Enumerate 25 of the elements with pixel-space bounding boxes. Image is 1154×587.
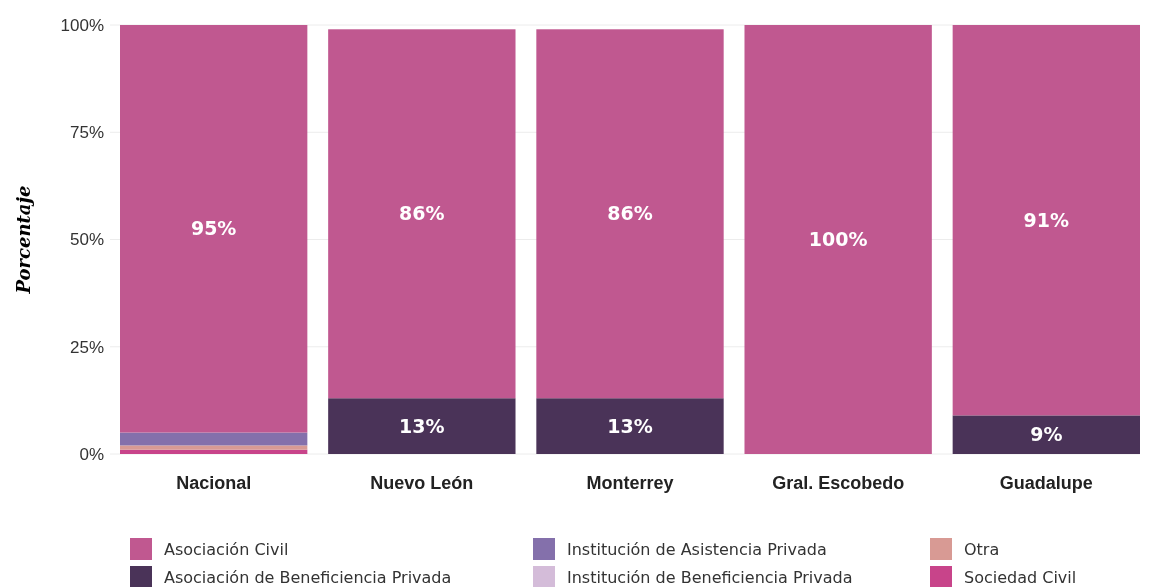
x-tick-label: Nuevo León: [370, 472, 474, 493]
y-tick-label: 25%: [69, 337, 104, 357]
x-tick-label: Nacional: [176, 472, 252, 493]
data-label: 86%: [399, 202, 445, 225]
legend-label: Institución de Asistencia Privada: [567, 539, 827, 559]
y-tick-label: 75%: [69, 123, 104, 143]
legend-label: Institución de Beneficiencia Privada: [567, 567, 853, 587]
y-tick-label: 0%: [79, 444, 104, 464]
data-label: 13%: [607, 414, 653, 437]
x-tick-label: Guadalupe: [999, 472, 1093, 493]
x-tick-label: Gral. Escobedo: [772, 472, 905, 493]
data-label: 9%: [1030, 423, 1063, 446]
legend-label: Sociedad Civil: [964, 567, 1077, 587]
data-label: 13%: [399, 414, 445, 437]
data-label: 100%: [808, 228, 868, 251]
legend-label: Asociación de Beneficiencia Privada: [164, 567, 452, 587]
data-label: 86%: [607, 202, 653, 225]
y-tick-label: 50%: [69, 230, 104, 250]
y-axis-title: Porcentaje: [13, 185, 34, 295]
legend-label: Otra: [964, 539, 1000, 559]
data-label: 95%: [190, 217, 237, 240]
legend-label: Asociación Civil: [164, 539, 289, 559]
y-tick-label: 100%: [60, 15, 104, 35]
data-label: 91%: [1023, 208, 1070, 231]
x-tick-label: Monterrey: [586, 472, 674, 493]
